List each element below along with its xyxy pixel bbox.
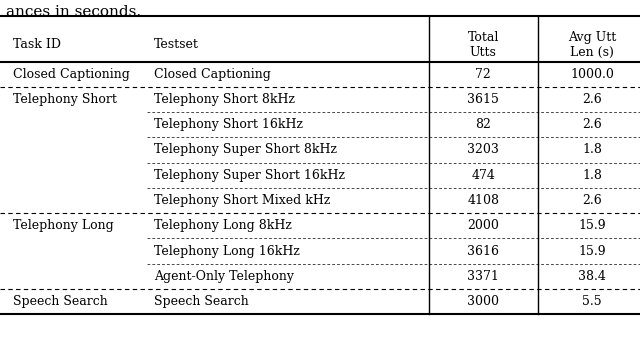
Text: Telephony Long: Telephony Long	[13, 219, 113, 232]
Text: Telephony Short 16kHz: Telephony Short 16kHz	[154, 118, 303, 131]
Text: Closed Captioning: Closed Captioning	[154, 68, 271, 81]
Text: 38.4: 38.4	[578, 270, 606, 283]
Text: 15.9: 15.9	[578, 219, 606, 232]
Text: 2.6: 2.6	[582, 194, 602, 207]
Text: Speech Search: Speech Search	[154, 295, 248, 308]
Text: 3616: 3616	[467, 245, 499, 257]
Text: 2.6: 2.6	[582, 93, 602, 106]
Text: 15.9: 15.9	[578, 245, 606, 257]
Text: Telephony Short 8kHz: Telephony Short 8kHz	[154, 93, 294, 106]
Text: Avg Utt
Len (s): Avg Utt Len (s)	[568, 31, 616, 58]
Text: Speech Search: Speech Search	[13, 295, 108, 308]
Text: Closed Captioning: Closed Captioning	[13, 68, 130, 81]
Text: 3615: 3615	[467, 93, 499, 106]
Text: Telephony Long 16kHz: Telephony Long 16kHz	[154, 245, 300, 257]
Text: Telephony Short: Telephony Short	[13, 93, 116, 106]
Text: 72: 72	[476, 68, 491, 81]
Text: Total
Utts: Total Utts	[467, 31, 499, 58]
Text: 1000.0: 1000.0	[570, 68, 614, 81]
Text: 1.8: 1.8	[582, 169, 602, 182]
Text: 3203: 3203	[467, 144, 499, 156]
Text: 3371: 3371	[467, 270, 499, 283]
Text: ances in seconds.: ances in seconds.	[6, 5, 141, 19]
Text: Telephony Short Mixed kHz: Telephony Short Mixed kHz	[154, 194, 330, 207]
Text: 474: 474	[471, 169, 495, 182]
Text: Testset: Testset	[154, 38, 198, 51]
Text: 5.5: 5.5	[582, 295, 602, 308]
Text: 82: 82	[476, 118, 491, 131]
Text: 2000: 2000	[467, 219, 499, 232]
Text: Telephony Long 8kHz: Telephony Long 8kHz	[154, 219, 291, 232]
Text: 2.6: 2.6	[582, 118, 602, 131]
Text: Task ID: Task ID	[13, 38, 61, 51]
Text: 4108: 4108	[467, 194, 499, 207]
Text: 1.8: 1.8	[582, 144, 602, 156]
Text: Telephony Super Short 8kHz: Telephony Super Short 8kHz	[154, 144, 337, 156]
Text: Telephony Super Short 16kHz: Telephony Super Short 16kHz	[154, 169, 344, 182]
Text: 3000: 3000	[467, 295, 499, 308]
Text: Agent-Only Telephony: Agent-Only Telephony	[154, 270, 294, 283]
